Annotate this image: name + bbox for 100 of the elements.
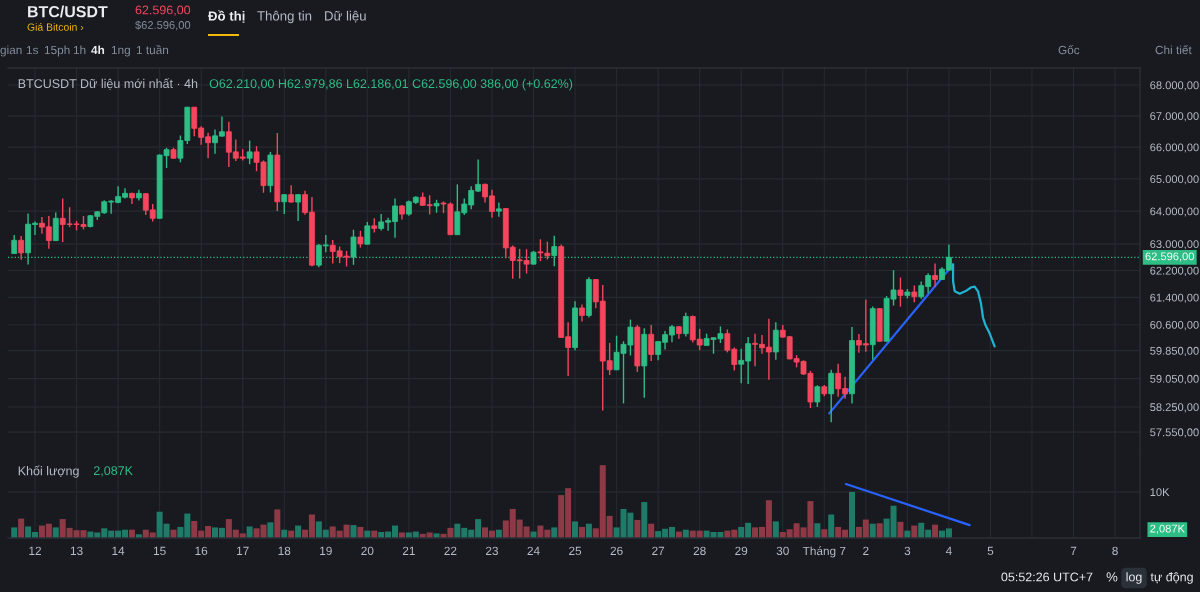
candlestick (18, 235, 25, 261)
bar (585, 523, 592, 538)
bar (398, 532, 405, 538)
y-tick-label: 63.000,00 (1150, 240, 1199, 250)
text: 1s (26, 45, 39, 55)
bar (641, 502, 648, 538)
y-tick-label: 10K (1150, 488, 1170, 497)
y-tick-label: 59.050,00 (1150, 374, 1199, 385)
bar (869, 523, 876, 538)
candlestick (648, 324, 655, 362)
x-tick-label: 2 (863, 546, 869, 555)
x-tick-label: 20 (361, 546, 374, 555)
bar (821, 529, 828, 538)
bar (274, 509, 281, 538)
bar (530, 531, 537, 538)
x-tick-label: 8 (1112, 546, 1118, 555)
x-tick-label: 26 (610, 546, 623, 555)
candlestick (772, 321, 779, 361)
bar (648, 523, 655, 538)
bar (246, 526, 253, 538)
bar (634, 520, 641, 538)
text: 62.596,00 (135, 5, 191, 16)
text: % (1106, 572, 1118, 582)
x-tick-label: 23 (485, 546, 498, 555)
candlestick (52, 211, 59, 242)
bar (814, 523, 821, 538)
candlestick (932, 262, 938, 288)
text: log (1126, 572, 1142, 584)
bar (572, 521, 579, 538)
x-tick-label: 21 (402, 546, 415, 555)
bar (18, 518, 25, 538)
x-tick-label: 5 (987, 546, 994, 555)
candlestick (364, 221, 371, 246)
ref-line-label: 62.596,00 (1145, 252, 1194, 262)
y-tick-label: 64.000,00 (1150, 207, 1199, 217)
annotation: 2,087K (93, 466, 133, 477)
y-tick-label: 65.000,00 (1150, 175, 1199, 185)
candlestick (897, 276, 904, 308)
x-tick-label: 16 (195, 546, 208, 555)
y-tick-label: 67.000,00 (1150, 112, 1199, 122)
candlestick (246, 139, 253, 165)
bar (11, 527, 18, 538)
text: 05:52:26 UTC+7 (1001, 572, 1093, 582)
x-tick-label: 24 (527, 546, 540, 555)
text: Gốc (1058, 44, 1080, 55)
x-tick-label: 3 (904, 546, 911, 555)
text: Khối lượng (18, 465, 79, 478)
candlestick (495, 201, 502, 218)
y-tick-label: 2,087K (1150, 524, 1185, 534)
candlestick (537, 238, 544, 262)
bar (876, 523, 883, 538)
text: BTC/USDT (28, 5, 108, 18)
text: 1 tuần (136, 44, 169, 55)
text: $62.596,00 (135, 20, 191, 31)
text: 1h (73, 45, 86, 55)
x-tick-label: 7 (1070, 546, 1077, 555)
text: gian (0, 45, 22, 57)
x-tick-label: 22 (444, 546, 457, 555)
x-tick-label: 17 (237, 546, 249, 555)
x-tick-label: 12 (29, 546, 41, 555)
y-tick-label: 60.600,00 (1150, 320, 1199, 331)
candlestick (814, 384, 821, 408)
bar (551, 527, 558, 538)
text: Thông tin (257, 10, 312, 24)
x-tick-label: 19 (320, 546, 332, 555)
bar (357, 526, 364, 538)
text: Dữ liệu (325, 10, 366, 23)
y-tick-label: 58.250,00 (1150, 403, 1199, 413)
x-tick-label: 15 (153, 546, 166, 555)
text: BTCUSDT Dữ liệu mới nhất · 4h (18, 78, 198, 90)
candlestick (11, 234, 18, 255)
text: 15ph (44, 45, 70, 57)
candlestick (350, 229, 357, 266)
y-tick-label: 68.000,00 (1150, 81, 1199, 91)
y-tick-label: 57.550,00 (1150, 428, 1199, 438)
candlestick (295, 193, 302, 222)
bar (350, 525, 357, 538)
candlestick (281, 193, 288, 215)
x-tick-label: 30 (776, 546, 789, 555)
x-tick-label: 25 (569, 546, 582, 555)
x-tick-label: Tháng 7 (802, 546, 846, 558)
bar (897, 521, 904, 538)
bar (52, 527, 59, 538)
bar (848, 491, 855, 538)
x-tick-label: 14 (112, 546, 125, 555)
text: 4h (91, 45, 105, 55)
x-tick-label: 18 (278, 546, 291, 555)
y-tick-label: 66.000,00 (1150, 143, 1199, 153)
x-tick-label: 29 (735, 546, 748, 555)
bar (772, 521, 779, 538)
bar (267, 522, 274, 538)
y-tick-label: 62.200,00 (1150, 266, 1199, 276)
candlestick (828, 369, 835, 424)
text: Giá Bitcoin › (27, 23, 84, 31)
x-tick-label: 27 (652, 546, 665, 555)
x-tick-label: 28 (693, 546, 706, 555)
text: 1ng (111, 45, 130, 57)
y-tick-label: 61.400,00 (1150, 293, 1199, 303)
bar (578, 526, 585, 538)
x-tick-label: 13 (70, 546, 83, 555)
